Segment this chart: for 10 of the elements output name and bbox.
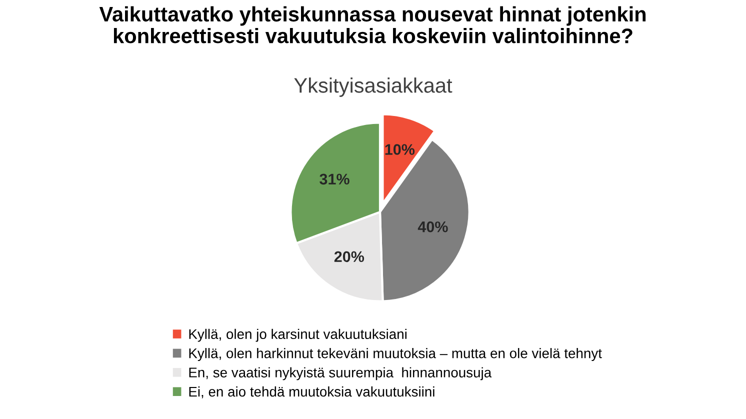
- data-label: 40%: [418, 221, 448, 232]
- data-label: 10%: [385, 144, 415, 155]
- legend-label: Kyllä, olen harkinnut tekeväni muutoksia – mutta en ole vielä tehnyt: [189, 348, 602, 361]
- legend-label: En, se vaatisi nykyistä suurempia hinnannousuja: [189, 367, 492, 380]
- chart-subtitle: Yksityisasiakkaat: [294, 78, 452, 97]
- data-label: 20%: [334, 251, 364, 262]
- legend-label: Ei, en aio tehdä muutoksia vakuutuksiini: [189, 386, 434, 398]
- chart-title: Vaikuttavatko yhteiskunnassa nousevat hinnat jotenkin konkreettisesti vakuutuksia koskeviin valintoihinne?: [99, 6, 646, 44]
- data-label: 31%: [320, 174, 350, 185]
- legend-label: Kyllä, olen jo karsinut vakuutuksiani: [189, 328, 406, 342]
